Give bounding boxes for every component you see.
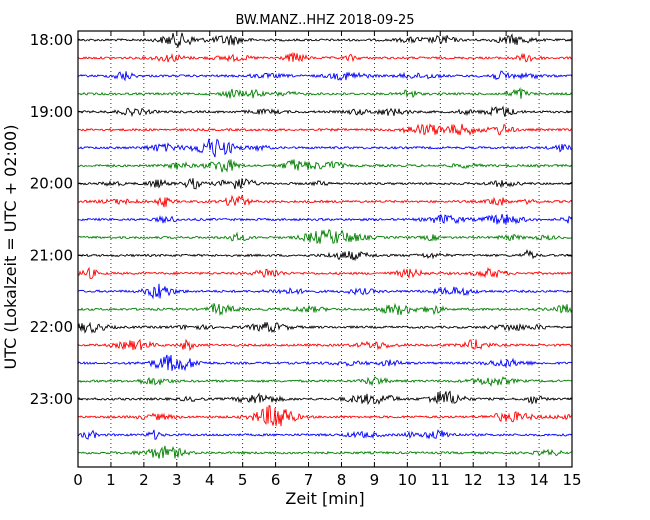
y-tick-label: 21:00	[30, 246, 73, 264]
y-tick-label: 18:00	[30, 31, 73, 49]
trace-2345	[77, 445, 573, 459]
trace-1815	[77, 51, 573, 63]
trace-1900	[77, 105, 573, 118]
trace-2030	[77, 213, 573, 225]
x-axis-label: Zeit [min]	[285, 489, 364, 508]
seismogram-traces	[77, 32, 573, 459]
trace-2230	[77, 354, 573, 372]
trace-1915	[77, 123, 573, 136]
trace-2100	[77, 248, 573, 262]
x-tick-label: 10	[398, 471, 417, 489]
trace-2130	[77, 283, 573, 300]
x-tick-label: 3	[172, 471, 182, 489]
trace-1800	[77, 32, 573, 48]
x-tick-label: 7	[304, 471, 314, 489]
y-axis-label: UTC (Lokalzeit = UTC + 02:00)	[1, 125, 20, 370]
x-tick-label: 8	[337, 471, 347, 489]
trace-1830	[77, 70, 573, 82]
trace-2045	[77, 229, 573, 244]
trace-2315	[77, 405, 573, 427]
x-tick-label: 13	[497, 471, 516, 489]
x-tick-label: 9	[370, 471, 380, 489]
trace-2215	[77, 338, 573, 352]
x-tick-label: 2	[139, 471, 149, 489]
trace-2200	[77, 321, 573, 334]
trace-2115	[77, 266, 573, 279]
x-tick-label: 11	[431, 471, 450, 489]
x-tick-label: 6	[271, 471, 281, 489]
trace-2300	[77, 390, 573, 406]
x-tick-label: 12	[464, 471, 483, 489]
chart-title: BW.MANZ..HHZ 2018-09-25	[235, 13, 414, 28]
trace-2330	[77, 429, 573, 440]
x-tick-label: 4	[205, 471, 215, 489]
y-axis-ticks: 18:00 19:00 20:00 21:00 22:00 23:00	[30, 31, 572, 408]
trace-2245	[77, 376, 573, 387]
y-tick-label: 19:00	[30, 103, 73, 121]
trace-2015	[77, 194, 573, 208]
y-tick-label: 23:00	[30, 390, 73, 408]
trace-2000	[77, 178, 573, 190]
trace-1945	[77, 158, 573, 173]
vertical-grid-lines	[110, 31, 540, 467]
trace-2145	[77, 302, 573, 317]
trace-1845	[77, 86, 573, 99]
x-tick-label: 14	[530, 471, 549, 489]
plot-frame	[77, 30, 573, 468]
x-axis-ticks: 0 1 2 3 4 5 6 7 8 9 10 11 12 13 14 15	[73, 31, 582, 489]
x-tick-label: 5	[238, 471, 248, 489]
y-tick-label: 22:00	[30, 318, 73, 336]
x-tick-label: 0	[73, 471, 83, 489]
y-tick-label: 20:00	[30, 175, 73, 193]
trace-1930	[77, 138, 573, 158]
x-tick-label: 1	[106, 471, 116, 489]
x-tick-label: 15	[562, 471, 581, 489]
